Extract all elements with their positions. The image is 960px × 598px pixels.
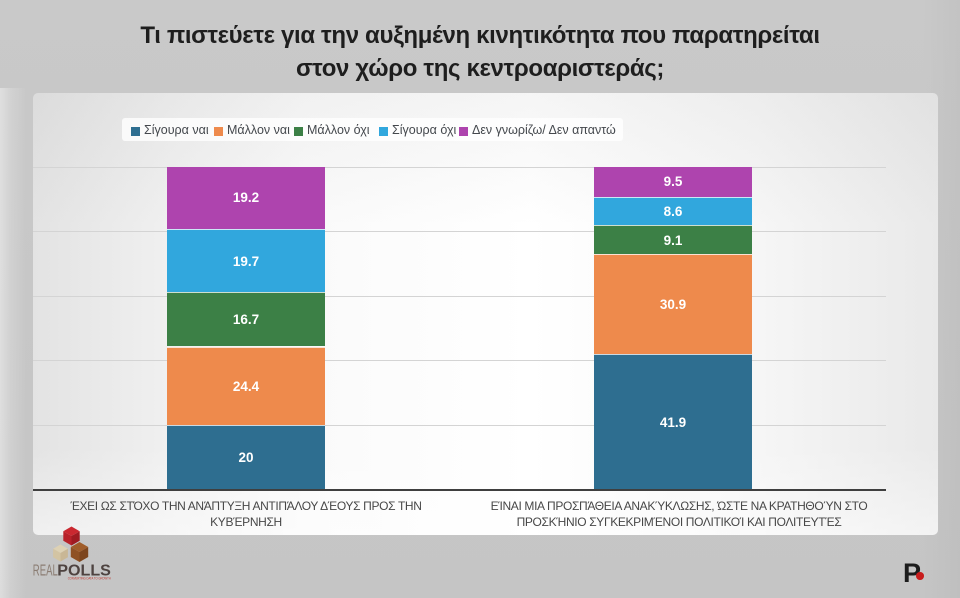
svg-text:REAL: REAL	[33, 562, 58, 579]
svg-text:CONVERTING DATA TO GROWTH: CONVERTING DATA TO GROWTH	[68, 577, 111, 581]
svg-text:POLLS: POLLS	[57, 562, 111, 579]
